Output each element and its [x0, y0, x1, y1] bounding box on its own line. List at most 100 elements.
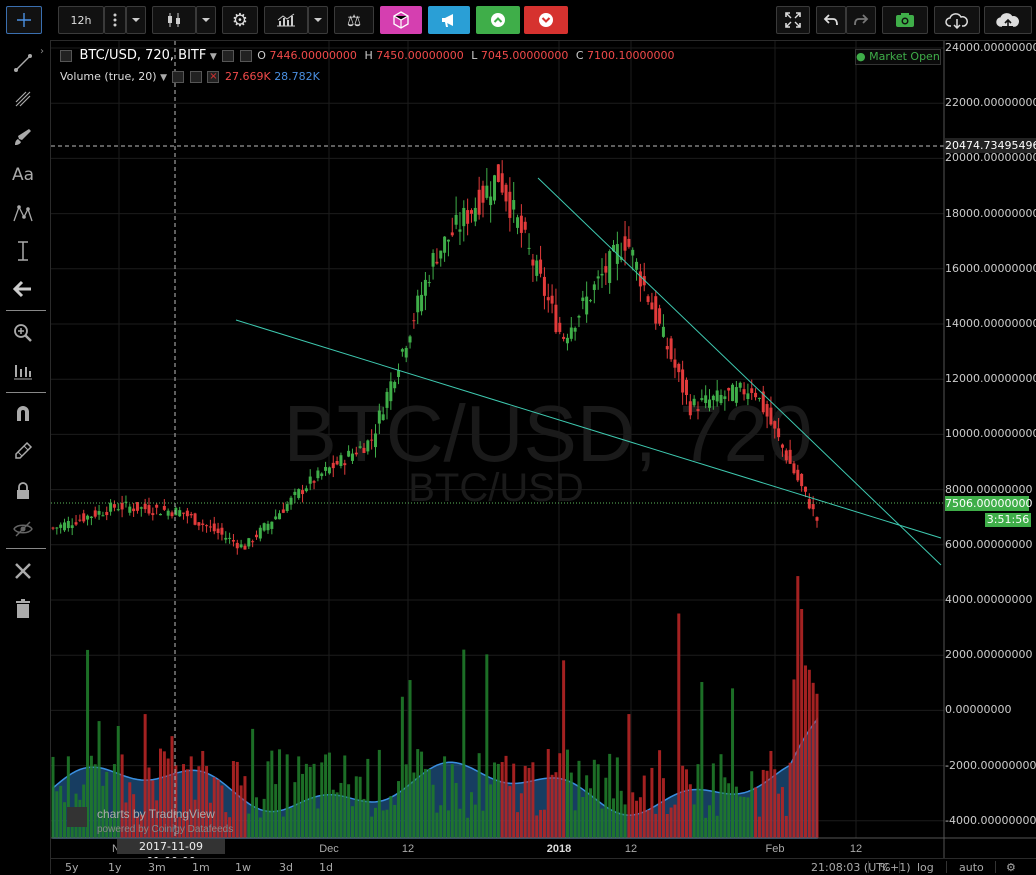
chart-type-button[interactable]: [152, 6, 196, 34]
indicators-button[interactable]: [264, 6, 308, 34]
symbol-legend[interactable]: BTC/USD, 720, BITF ▼ O 7446.00000000 H 7…: [60, 48, 675, 63]
close-icon[interactable]: ×: [207, 71, 220, 83]
volume-bar: [339, 782, 343, 838]
volume-bar: [443, 756, 447, 838]
candle-body: [216, 528, 220, 533]
measure-tool[interactable]: [8, 238, 38, 264]
magnet-tool[interactable]: [8, 400, 38, 426]
support-trendline[interactable]: [235, 319, 942, 539]
volume-bar: [481, 810, 485, 838]
brush-tool[interactable]: [8, 124, 38, 150]
tradingview-branding[interactable]: charts by TradingView powered by Coinigy…: [67, 807, 233, 835]
chevron-down-icon: [132, 18, 140, 22]
time-axis[interactable]: NoDec12201812Feb12: [112, 843, 862, 855]
pattern-icon: [13, 205, 33, 222]
range-1y-button[interactable]: 1y: [108, 861, 122, 874]
crosshair-price-label: 20474.73495496: [945, 138, 1036, 153]
volume-bar: [477, 753, 481, 838]
chevron-down-icon[interactable]: ▼: [160, 73, 167, 83]
chart-type-dropdown-button[interactable]: [196, 6, 216, 34]
chevron-down-icon[interactable]: ▼: [209, 52, 217, 62]
gear-icon[interactable]: [239, 50, 252, 62]
candle-body: [527, 247, 531, 249]
back-arrow-tool[interactable]: [8, 276, 38, 302]
symbol-title[interactable]: BTC/USD, 720, BITF: [79, 48, 207, 63]
chart-settings-menu-button[interactable]: [104, 6, 126, 34]
price-tick-label: 22000.00000000: [945, 96, 1036, 110]
volume-bar: [358, 776, 362, 838]
volume-bar: [800, 609, 804, 838]
range-3d-button[interactable]: 3d: [279, 861, 293, 874]
volume-bar: [289, 807, 293, 838]
fullscreen-button[interactable]: [776, 6, 810, 34]
eye-icon[interactable]: [222, 50, 235, 62]
pattern-tool[interactable]: [8, 200, 38, 226]
candle-body: [66, 520, 70, 529]
drawing-toolbar: Aa ›: [0, 40, 51, 874]
object-tree-tool[interactable]: [8, 558, 38, 584]
volume-bar: [254, 797, 258, 838]
log-toggle[interactable]: log: [917, 861, 934, 874]
collapse-legend-icon[interactable]: [60, 50, 72, 62]
volume-legend[interactable]: Volume (true, 20) ▼ × 27.669K 28.782K: [60, 70, 320, 83]
price-chart[interactable]: BTC/USD, 720 BTC/USD NoDec12201812Feb12 …: [51, 41, 1036, 858]
volume-bar: [331, 789, 335, 838]
redo-button[interactable]: [846, 6, 876, 34]
percent-toggle[interactable]: %: [880, 861, 891, 874]
indicators-dropdown-button[interactable]: [308, 6, 328, 34]
hide-drawings-tool[interactable]: [8, 516, 38, 542]
eye-icon[interactable]: [172, 71, 185, 83]
range-1w-button[interactable]: 1w: [235, 861, 251, 874]
settings-gear-icon[interactable]: ⚙: [1006, 861, 1016, 874]
resistance-trendline[interactable]: [537, 177, 942, 566]
candle-body: [704, 395, 708, 404]
range-1d-button[interactable]: 1d: [319, 861, 333, 874]
undo-button[interactable]: [816, 6, 846, 34]
volume-bar: [228, 817, 232, 838]
volume-bar: [404, 764, 408, 838]
volume-bar: [531, 762, 535, 838]
save-chart-button[interactable]: [984, 6, 1032, 34]
share-button[interactable]: [380, 6, 422, 34]
candle-body: [746, 393, 750, 400]
candle-body: [677, 363, 681, 373]
auto-scale-toggle[interactable]: auto: [959, 861, 984, 874]
text-tool[interactable]: Aa: [8, 162, 38, 188]
balance-scale-icon: ⚖: [346, 10, 362, 30]
settings-button[interactable]: ⚙: [222, 6, 258, 34]
cloud-upload-icon: [996, 13, 1019, 28]
remove-drawings-tool[interactable]: [8, 596, 38, 622]
volume-bar: [347, 784, 351, 838]
interval-button[interactable]: 12h: [58, 6, 104, 34]
market-status-badge: ● Market Open: [855, 49, 941, 65]
stay-in-drawing-mode-tool[interactable]: [8, 438, 38, 464]
candle-body: [761, 391, 765, 413]
interval-dropdown-button[interactable]: [126, 6, 146, 34]
branding-line1: charts by TradingView: [97, 807, 215, 821]
range-3m-button[interactable]: 3m: [148, 861, 166, 874]
cloud-download-icon: [945, 13, 968, 29]
zoom-out-tool[interactable]: [8, 358, 38, 384]
alert-button[interactable]: [428, 6, 470, 34]
clock-label[interactable]: 21:08:03 (UTC+1): [811, 861, 911, 874]
gear-icon[interactable]: [189, 71, 202, 83]
candle-body: [316, 470, 320, 479]
snapshot-button[interactable]: [882, 6, 928, 34]
candle-body: [128, 506, 132, 513]
range-5y-button[interactable]: 5y: [65, 861, 79, 874]
lock-icon: [17, 482, 29, 499]
compare-button[interactable]: ⚖: [334, 6, 374, 34]
zoom-in-tool[interactable]: [8, 320, 38, 346]
sell-button[interactable]: [524, 6, 568, 34]
buy-button[interactable]: [476, 6, 520, 34]
volume-bar: [109, 817, 113, 838]
pitchfork-tool[interactable]: [8, 86, 38, 112]
volume-title[interactable]: Volume (true, 20): [60, 70, 157, 83]
trend-line-tool[interactable]: [8, 50, 38, 76]
lock-drawings-tool[interactable]: [8, 478, 38, 504]
load-chart-button[interactable]: [934, 6, 980, 34]
crosshair-tool-button[interactable]: [6, 6, 42, 34]
volume-bar: [377, 749, 381, 838]
volume-bar: [723, 777, 727, 838]
range-1m-button[interactable]: 1m: [192, 861, 210, 874]
